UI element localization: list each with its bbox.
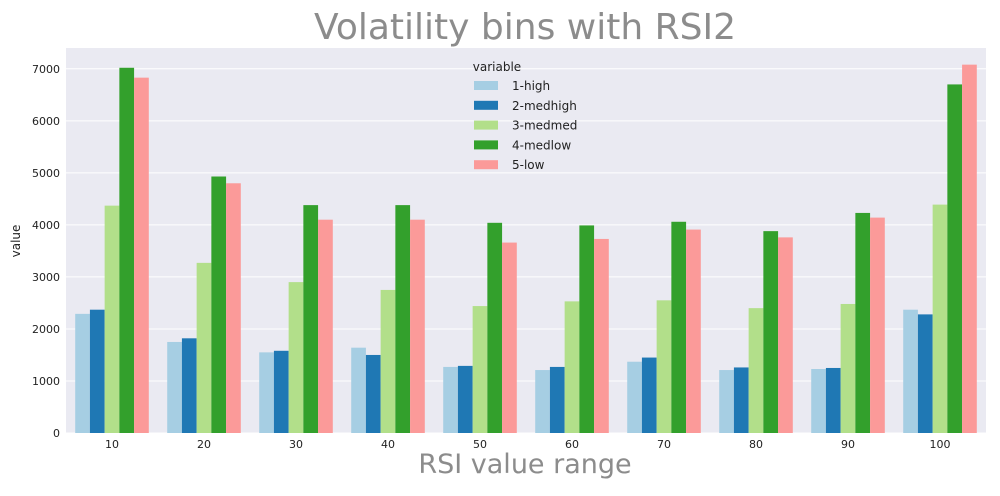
bar-3-medmed-80 — [748, 308, 764, 433]
bar-1-high-70 — [627, 361, 642, 433]
bar-5-low-20 — [226, 183, 241, 433]
bar-3-medmed-40 — [380, 289, 396, 433]
bar-3-medmed-90 — [840, 303, 856, 433]
bar-2-medhigh-60 — [549, 366, 565, 433]
x-tick-label: 100 — [930, 438, 951, 451]
x-tick-labels: 10 20 30 40 50 60 70 80 90 100 — [105, 438, 951, 451]
bar-3-medmed-10 — [104, 205, 120, 433]
bar-4-medlow-20 — [211, 176, 227, 433]
y-tick-label: 1000 — [32, 375, 60, 388]
x-tick-label: 90 — [841, 438, 855, 451]
bar-4-medlow-90 — [855, 212, 871, 433]
legend-swatch-3-medmed — [474, 120, 498, 130]
bar-1-high-20 — [167, 341, 182, 433]
bar-4-medlow-40 — [395, 205, 411, 433]
x-tick-label: 10 — [105, 438, 119, 451]
bar-3-medmed-100 — [932, 204, 948, 433]
x-tick-label: 60 — [565, 438, 579, 451]
bar-5-low-50 — [502, 242, 517, 433]
y-tick-label: 2000 — [32, 323, 60, 336]
y-tick-label: 0 — [53, 427, 60, 440]
legend-label-2-medhigh: 2-medhigh — [512, 99, 577, 113]
y-tick-label: 3000 — [32, 271, 60, 284]
x-tick-label: 80 — [749, 438, 763, 451]
bar-4-medlow-10 — [119, 67, 135, 434]
bar-5-low-10 — [134, 77, 149, 434]
bar-2-medhigh-80 — [733, 367, 749, 433]
bars — [75, 64, 977, 434]
y-tick-labels: 0 1000 2000 3000 4000 5000 6000 7000 — [32, 63, 60, 440]
bar-1-high-60 — [535, 370, 550, 433]
bar-4-medlow-30 — [303, 205, 319, 433]
legend-swatch-5-low — [474, 160, 498, 170]
bar-2-medhigh-30 — [273, 350, 289, 433]
bar-1-high-100 — [903, 309, 918, 433]
bar-3-medmed-50 — [472, 306, 488, 433]
bar-2-medhigh-10 — [89, 309, 105, 433]
bar-2-medhigh-50 — [457, 365, 473, 433]
bar-4-medlow-60 — [579, 225, 595, 433]
bar-2-medhigh-20 — [181, 338, 197, 433]
y-tick-label: 7000 — [32, 63, 60, 76]
bar-4-medlow-50 — [487, 222, 503, 433]
bar-5-low-70 — [686, 229, 701, 433]
bar-3-medmed-20 — [196, 262, 212, 433]
legend-label-3-medmed: 3-medmed — [512, 119, 577, 133]
bar-2-medhigh-100 — [917, 314, 933, 433]
bar-4-medlow-70 — [671, 221, 687, 433]
bar-3-medmed-60 — [564, 301, 580, 433]
x-tick-label: 50 — [473, 438, 487, 451]
x-tick-label: 30 — [289, 438, 303, 451]
bar-1-high-50 — [443, 366, 458, 433]
legend-swatch-1-high — [474, 81, 498, 90]
bar-1-high-30 — [259, 352, 274, 433]
bar-5-low-30 — [318, 219, 333, 433]
bar-1-high-90 — [811, 369, 826, 433]
bar-5-low-80 — [778, 237, 793, 433]
legend: variable 1-high 2-medhigh 3-medmed 4-medlow… — [473, 60, 578, 172]
bar-2-medhigh-70 — [641, 357, 657, 433]
bar-1-high-80 — [719, 370, 734, 433]
x-axis-title: RSI value range — [418, 449, 632, 480]
legend-title: variable — [473, 60, 521, 74]
bar-4-medlow-100 — [947, 84, 963, 434]
legend-label-1-high: 1-high — [512, 79, 550, 93]
bar-5-low-60 — [594, 238, 609, 433]
bar-2-medhigh-40 — [365, 354, 381, 433]
bar-5-low-90 — [870, 217, 885, 433]
legend-label-4-medlow: 4-medlow — [512, 138, 571, 152]
bar-1-high-10 — [75, 313, 90, 433]
y-tick-label: 4000 — [32, 219, 60, 232]
bar-2-medhigh-90 — [825, 367, 841, 433]
bar-3-medmed-70 — [656, 300, 672, 433]
legend-label-5-low: 5-low — [512, 158, 545, 172]
legend-swatch-4-medlow — [474, 140, 498, 150]
y-tick-label: 6000 — [32, 115, 60, 128]
bar-4-medlow-80 — [763, 231, 779, 433]
bar-5-low-100 — [962, 64, 977, 433]
chart-title: Volatility bins with RSI2 — [314, 7, 736, 48]
x-tick-label: 40 — [381, 438, 395, 451]
y-tick-label: 5000 — [32, 167, 60, 180]
x-tick-label: 70 — [657, 438, 671, 451]
bar-1-high-40 — [351, 347, 366, 433]
x-tick-label: 20 — [197, 438, 211, 451]
bar-5-low-40 — [410, 219, 425, 433]
bar-3-medmed-30 — [288, 282, 304, 433]
legend-swatch-2-medhigh — [474, 100, 498, 110]
